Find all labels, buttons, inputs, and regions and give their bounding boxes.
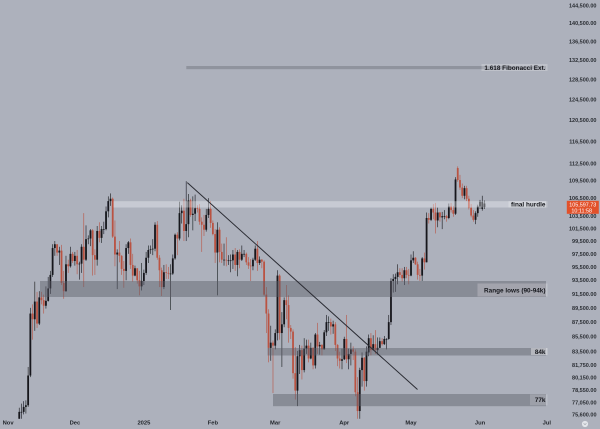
svg-text:84k: 84k	[535, 349, 546, 356]
svg-text:Feb: Feb	[208, 421, 219, 427]
svg-text:80,150.00: 80,150.00	[572, 375, 596, 381]
svg-text:Apr: Apr	[339, 421, 350, 427]
svg-text:109,500.00: 109,500.00	[569, 179, 597, 185]
svg-text:2025: 2025	[137, 421, 151, 427]
svg-text:77,050.00: 77,050.00	[572, 400, 596, 406]
svg-text:1.618 Fibonacci Ext.: 1.618 Fibonacci Ext.	[484, 65, 545, 72]
svg-text:101,500.00: 101,500.00	[569, 226, 597, 232]
svg-text:10:11:58: 10:11:58	[571, 208, 592, 214]
svg-text:Range lows (90-94k): Range lows (90-94k)	[484, 287, 545, 294]
svg-text:132,500.00: 132,500.00	[569, 58, 597, 64]
svg-text:83,500.00: 83,500.00	[572, 350, 596, 356]
svg-text:81,750.00: 81,750.00	[572, 363, 596, 369]
svg-text:75,600.00: 75,600.00	[572, 412, 596, 418]
svg-text:Nov: Nov	[3, 421, 15, 427]
svg-text:87,500.00: 87,500.00	[572, 320, 596, 326]
svg-text:99,500.00: 99,500.00	[572, 239, 596, 245]
svg-text:105,597.73: 105,597.73	[569, 202, 596, 208]
svg-text:140,500.00: 140,500.00	[569, 21, 597, 27]
svg-text:106,500.00: 106,500.00	[569, 196, 597, 202]
svg-text:144,500.00: 144,500.00	[569, 4, 597, 10]
svg-text:Jul: Jul	[543, 421, 552, 427]
svg-text:128,500.00: 128,500.00	[569, 78, 597, 84]
svg-text:112,500.00: 112,500.00	[569, 162, 596, 168]
svg-text:136,500.00: 136,500.00	[569, 39, 597, 45]
svg-text:77k: 77k	[535, 397, 546, 404]
svg-text:85,500.00: 85,500.00	[572, 335, 596, 341]
svg-text:89,500.00: 89,500.00	[572, 306, 596, 312]
svg-text:May: May	[405, 421, 417, 427]
svg-text:final hurdle: final hurdle	[511, 202, 546, 209]
svg-text:95,500.00: 95,500.00	[572, 265, 596, 271]
svg-text:Dec: Dec	[70, 421, 81, 427]
svg-text:97,500.00: 97,500.00	[572, 252, 596, 258]
svg-text:116,500.00: 116,500.00	[569, 139, 596, 145]
svg-text:103,500.00: 103,500.00	[569, 214, 597, 220]
svg-text:91,500.00: 91,500.00	[572, 292, 596, 298]
svg-text:78,550.00: 78,550.00	[572, 388, 596, 394]
svg-text:120,500.00: 120,500.00	[569, 118, 597, 124]
svg-text:93,500.00: 93,500.00	[572, 278, 596, 284]
svg-text:124,500.00: 124,500.00	[569, 98, 597, 104]
svg-text:Mar: Mar	[270, 421, 281, 427]
svg-text:Jun: Jun	[475, 421, 486, 427]
